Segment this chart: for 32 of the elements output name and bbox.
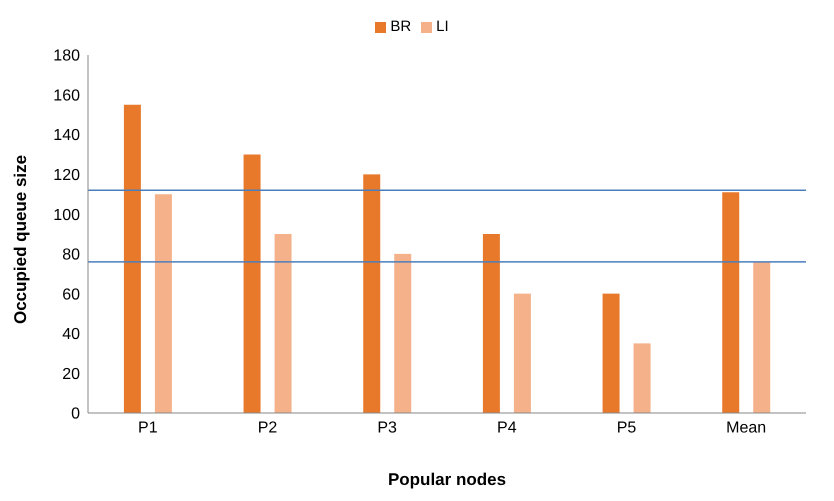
x-tick-label: P5 <box>616 419 636 436</box>
x-tick-label: P3 <box>377 419 398 436</box>
y-tick-label: 140 <box>53 127 80 144</box>
x-tick-label: Mean <box>726 419 766 436</box>
bar <box>394 254 412 413</box>
bar <box>722 192 740 413</box>
y-axis-title: Occupied queue size <box>11 154 30 324</box>
y-tick-label: 80 <box>62 246 80 264</box>
legend-label: LI <box>436 18 449 35</box>
y-tick-label: 100 <box>53 206 80 224</box>
bar <box>274 234 292 413</box>
bar <box>634 343 651 413</box>
y-tick-label: 120 <box>53 167 80 184</box>
y-tick-label: 20 <box>62 366 80 383</box>
bar <box>363 174 380 413</box>
y-tick-label: 60 <box>62 286 80 304</box>
x-axis-title: Popular nodes <box>388 470 506 489</box>
y-tick-label: 180 <box>53 48 80 65</box>
bar <box>154 194 172 413</box>
legend-label: BR <box>390 18 412 35</box>
y-tick-label: 160 <box>53 87 80 104</box>
x-tick-label: P2 <box>258 419 278 436</box>
y-tick-label: 40 <box>62 326 80 344</box>
bar <box>244 154 261 413</box>
bar <box>482 234 500 413</box>
x-tick-label: P1 <box>138 419 158 436</box>
bar <box>753 262 770 413</box>
bar <box>602 294 620 413</box>
x-tick-label: P4 <box>497 419 517 436</box>
y-tick-label: 0 <box>71 406 80 423</box>
bar <box>514 294 531 413</box>
bar <box>124 104 141 413</box>
